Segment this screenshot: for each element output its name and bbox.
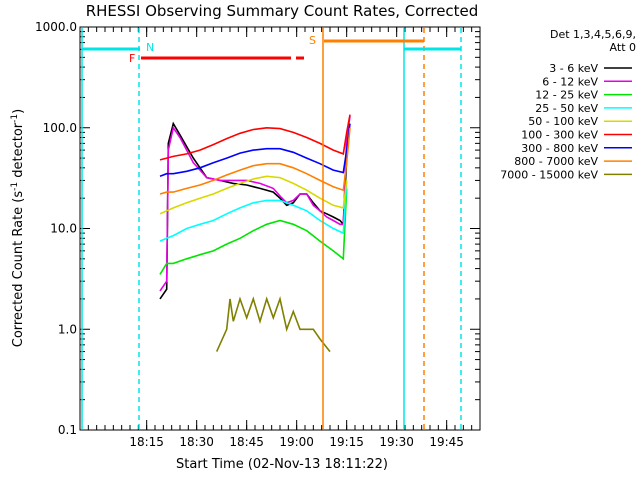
x-tick-label: 19:00	[279, 435, 314, 449]
series-line-6	[159, 114, 351, 161]
series-line-8	[159, 127, 351, 195]
chart-title: RHESSI Observing Summary Count Rates, Co…	[86, 2, 479, 20]
y-axis: 0.1 1.0 10.0 100.0 1000.0	[35, 20, 480, 437]
legend-label: 100 - 300 keV	[521, 129, 598, 142]
legend-header-attenuator: Att 0	[610, 41, 636, 54]
legend-label: 6 - 12 keV	[542, 75, 598, 88]
x-tick-label: 19:45	[429, 435, 464, 449]
x-tick-label: 19:30	[379, 435, 414, 449]
legend-label: 800 - 7000 keV	[514, 155, 598, 168]
flag-label-night: N	[146, 41, 154, 54]
x-tick-label: 18:15	[129, 435, 164, 449]
x-tick-label: 18:30	[179, 435, 214, 449]
legend-header-detectors: Det 1,3,4,5,6,9,	[550, 28, 636, 41]
legend-label: 50 - 100 keV	[528, 115, 598, 128]
series-line-9	[215, 295, 331, 353]
series-line-3	[159, 188, 348, 275]
y-axis-label: Corrected Count Rate (s-1 detector-1)	[10, 109, 26, 347]
series-layer	[159, 114, 351, 353]
series-line-4	[159, 180, 348, 242]
legend-label: 12 - 25 keV	[535, 89, 598, 102]
x-axis-label: Start Time (02-Nov-13 18:11:22)	[176, 457, 388, 472]
flag-label-saa: S	[309, 34, 316, 47]
legend-label: 25 - 50 keV	[535, 102, 598, 115]
y-tick-label: 0.1	[58, 423, 77, 437]
y-tick-label: 1000.0	[35, 20, 77, 34]
series-line-2	[159, 116, 351, 292]
series-line-5	[159, 175, 348, 215]
legend-label: 300 - 800 keV	[521, 142, 598, 155]
x-tick-label: 19:15	[329, 435, 364, 449]
x-axis: 18:15 18:30 18:45 19:00 19:15 19:30 19:45	[79, 27, 481, 449]
series-line-1	[159, 121, 348, 300]
flag-label-flare: F	[129, 52, 135, 65]
y-tick-label: 1.0	[58, 322, 77, 336]
y-tick-label: 100.0	[43, 121, 77, 135]
x-tick-label: 18:45	[229, 435, 264, 449]
y-tick-label: 10.0	[50, 222, 77, 236]
legend-label: 3 - 6 keV	[549, 62, 598, 75]
attenuator-markers: NF S	[81, 28, 462, 429]
legend-label: 7000 - 15000 keV	[500, 168, 598, 181]
series-line-7	[159, 123, 351, 178]
